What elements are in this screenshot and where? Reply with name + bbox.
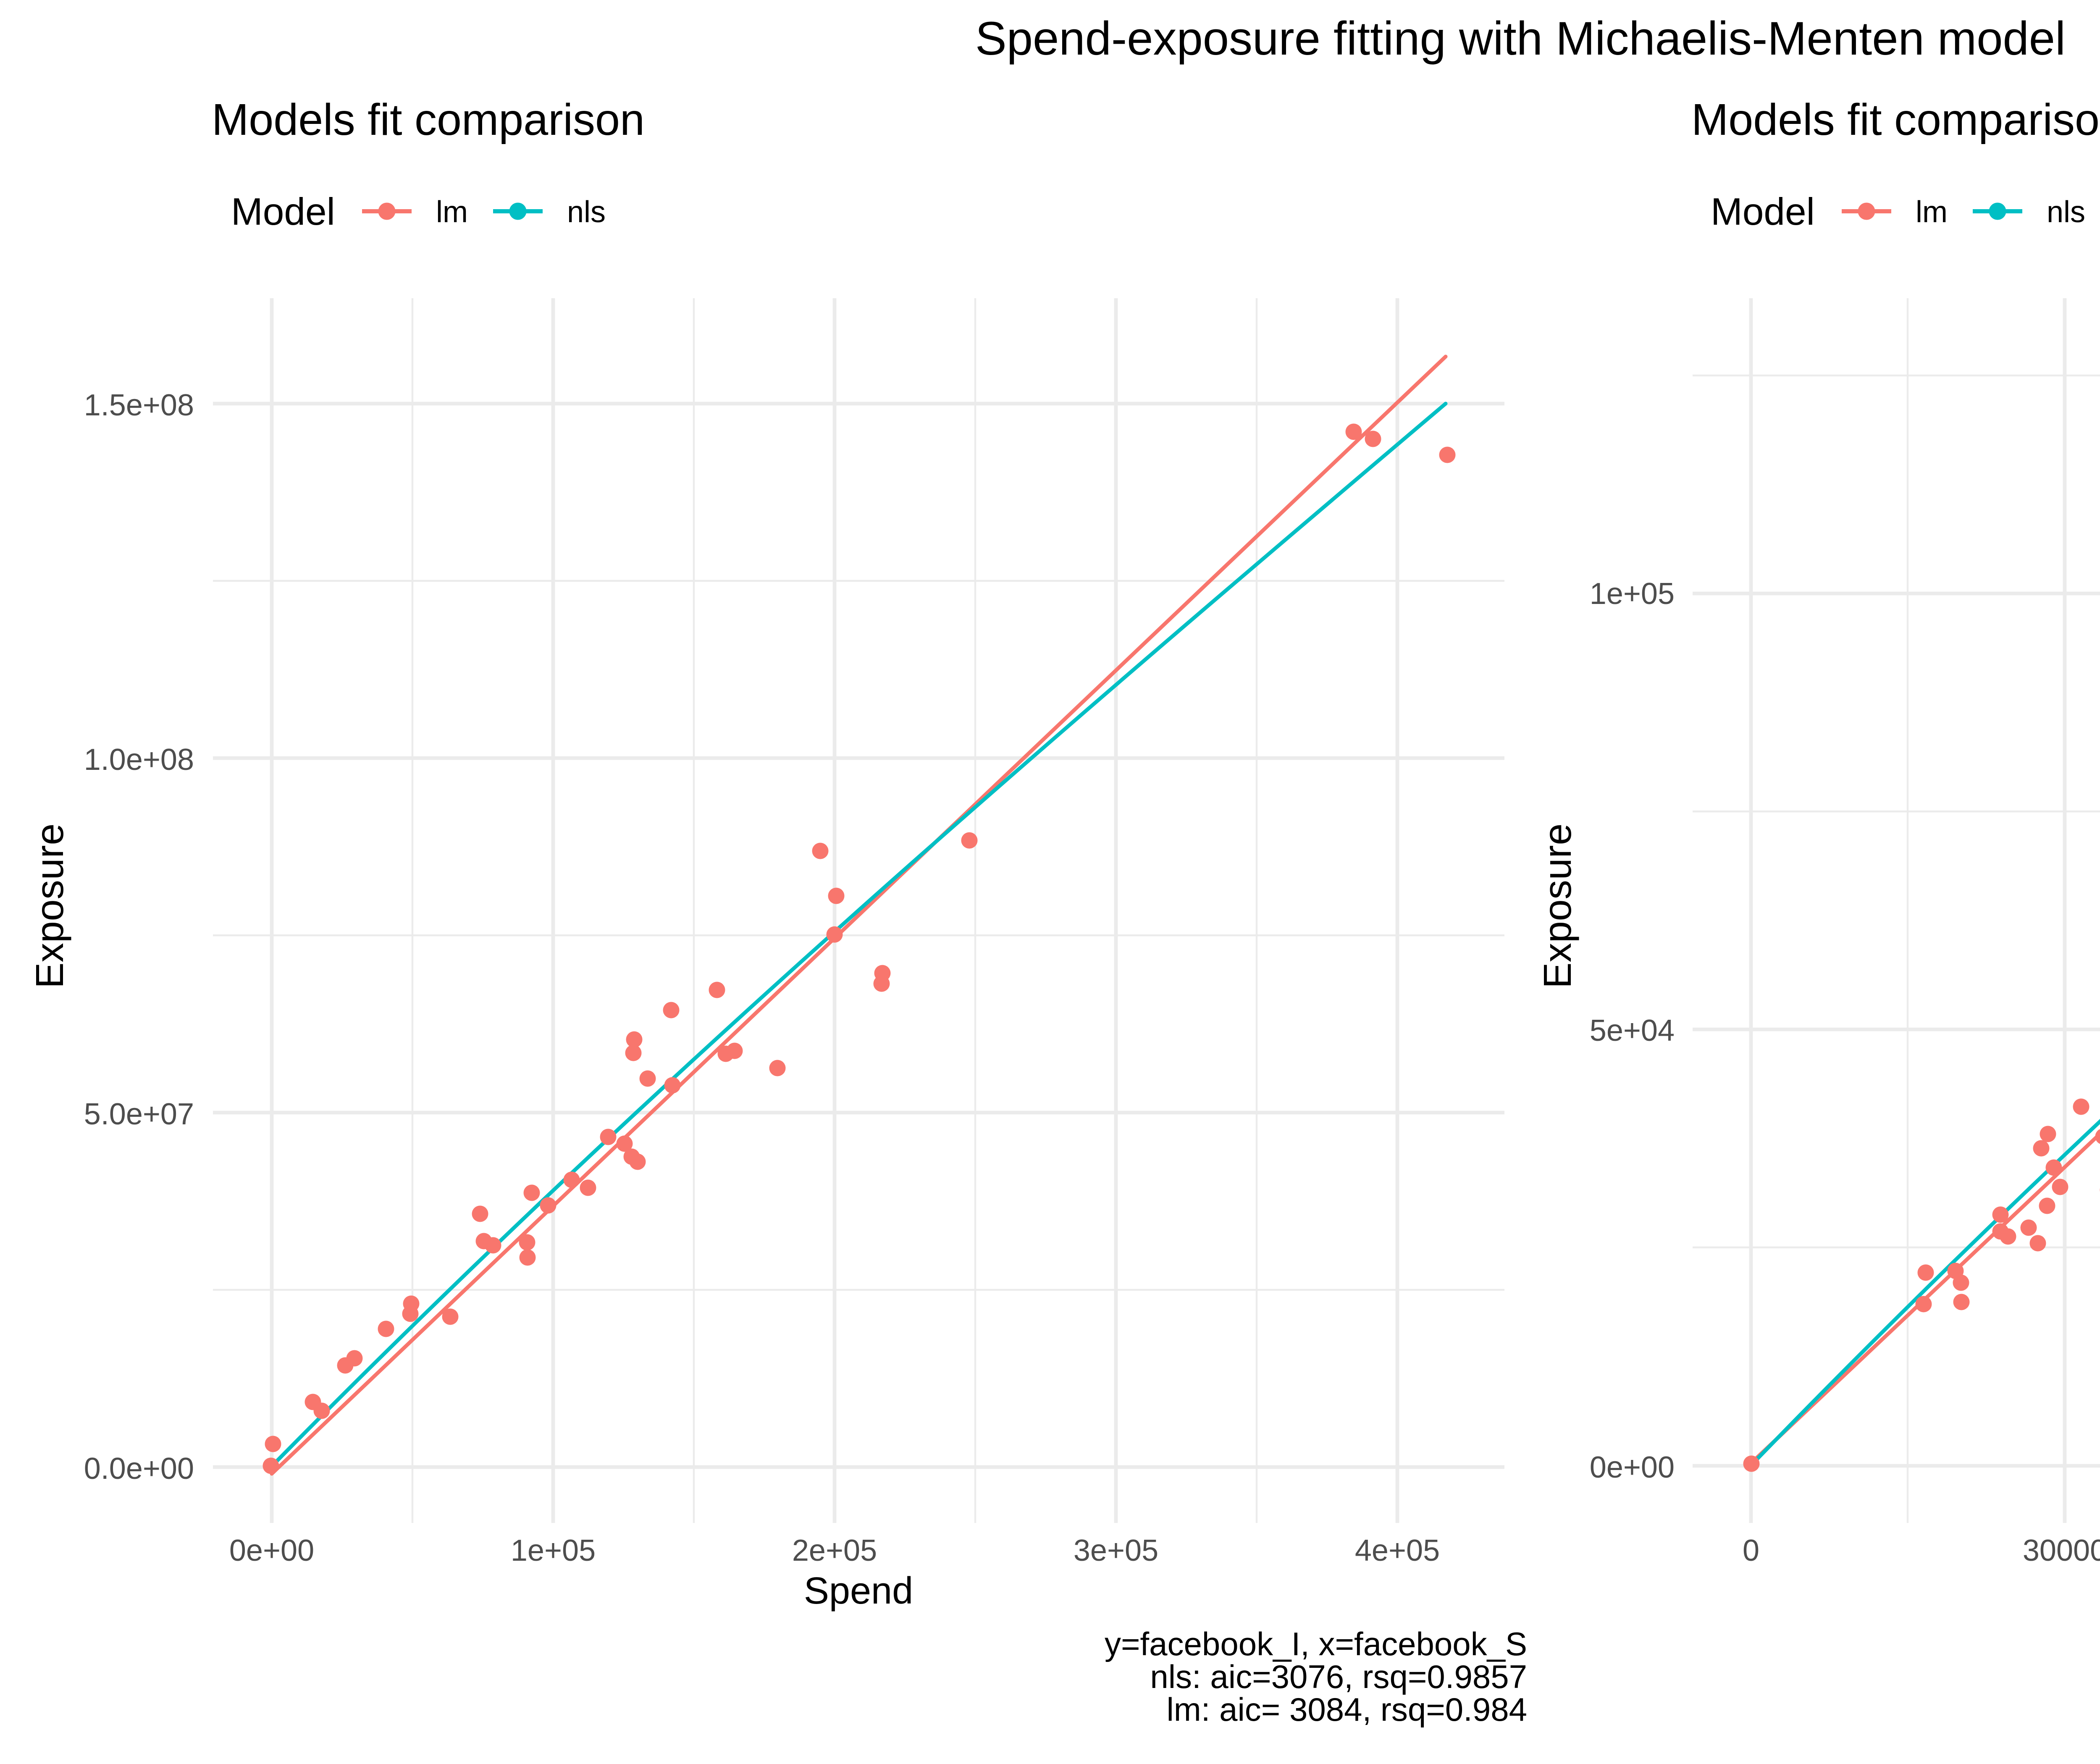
svg-text:nls: aic=3076, rsq=0.9857: nls: aic=3076, rsq=0.9857 — [1150, 1658, 1527, 1695]
svg-text:30000: 30000 — [2023, 1534, 2100, 1567]
svg-text:lm: aic= 3084, rsq=0.984: lm: aic= 3084, rsq=0.984 — [1166, 1691, 1527, 1728]
svg-text:Models fit comparison: Models fit comparison — [1691, 95, 2100, 144]
svg-text:0e+00: 0e+00 — [229, 1534, 314, 1567]
svg-text:1e+05: 1e+05 — [511, 1534, 596, 1567]
svg-text:5e+04: 5e+04 — [1590, 1014, 1675, 1047]
svg-text:Exposure: Exposure — [28, 824, 71, 989]
svg-text:0e+00: 0e+00 — [1590, 1451, 1675, 1484]
svg-text:Model: Model — [231, 191, 335, 233]
svg-text:Spend: Spend — [804, 1570, 913, 1612]
svg-text:Model: Model — [1711, 191, 1815, 233]
svg-text:1.0e+08: 1.0e+08 — [84, 743, 194, 777]
svg-text:y=facebook_I, x=facebook_S: y=facebook_I, x=facebook_S — [1105, 1625, 1527, 1662]
svg-text:lm: lm — [1916, 195, 1948, 229]
svg-text:Spend-exposure fitting with Mi: Spend-exposure fitting with Michaelis-Me… — [975, 12, 2066, 65]
svg-text:1e+05: 1e+05 — [1590, 577, 1675, 611]
svg-text:Exposure: Exposure — [1536, 824, 1579, 989]
svg-text:nls: nls — [2047, 195, 2085, 229]
svg-text:lm: lm — [436, 195, 468, 229]
svg-text:1.5e+08: 1.5e+08 — [84, 388, 194, 422]
svg-text:4e+05: 4e+05 — [1355, 1534, 1440, 1567]
svg-text:2e+05: 2e+05 — [792, 1534, 877, 1567]
svg-text:0.0e+00: 0.0e+00 — [84, 1452, 194, 1486]
svg-text:Models fit comparison: Models fit comparison — [212, 95, 645, 144]
svg-text:3e+05: 3e+05 — [1074, 1534, 1158, 1567]
svg-text:5.0e+07: 5.0e+07 — [84, 1097, 194, 1131]
svg-text:0: 0 — [1743, 1534, 1759, 1567]
svg-text:nls: nls — [567, 195, 606, 229]
